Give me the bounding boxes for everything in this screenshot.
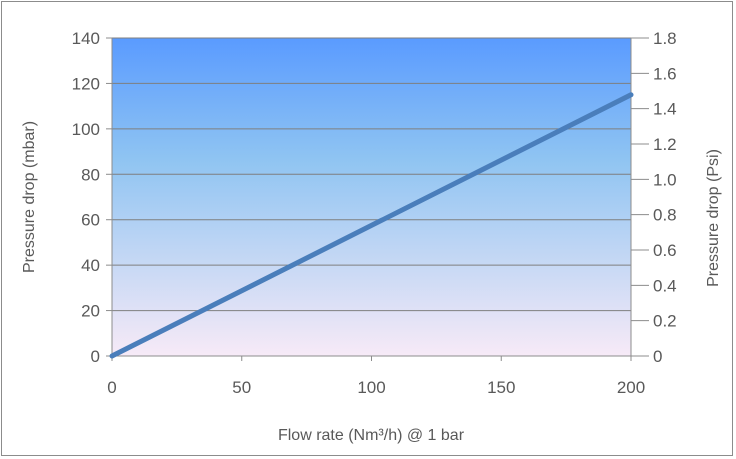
y2-tick-label: 0.6 xyxy=(653,241,677,260)
plot-area xyxy=(112,38,631,356)
x-tick-label: 100 xyxy=(357,378,385,397)
y2-tick-label: 0 xyxy=(653,347,662,366)
y2-tick-label: 1.8 xyxy=(653,29,677,48)
y2-tick-label: 0.4 xyxy=(653,276,677,295)
y2-tick-label: 1.6 xyxy=(653,64,677,83)
y-tick-label: 80 xyxy=(81,165,100,184)
y2-tick-label: 0.2 xyxy=(653,312,677,331)
x-tick-label: 0 xyxy=(107,378,116,397)
y2-tick-label: 1.2 xyxy=(653,135,677,154)
y-axis-title: Pressure drop (mbar) xyxy=(21,121,38,273)
y2-tick-label: 1.4 xyxy=(653,100,677,119)
x-tick-label: 150 xyxy=(487,378,515,397)
y2-axis-title: Pressure drop (Psi) xyxy=(705,149,722,287)
series-line xyxy=(109,92,634,359)
x-tick-label: 50 xyxy=(232,378,251,397)
y-tick-label: 100 xyxy=(72,120,100,139)
y-tick-label: 120 xyxy=(72,74,100,93)
y-tick-label: 60 xyxy=(81,211,100,230)
y2-tick-label: 0.8 xyxy=(653,206,677,225)
y-tick-label: 40 xyxy=(81,256,100,275)
y-tick-label: 0 xyxy=(91,347,100,366)
y-tick-label: 20 xyxy=(81,302,100,321)
y2-tick-label: 1.0 xyxy=(653,170,677,189)
x-axis-title: Flow rate (Nm³/h) @ 1 bar xyxy=(278,427,465,444)
x-tick-label: 200 xyxy=(617,378,645,397)
y-tick-label: 140 xyxy=(72,29,100,48)
